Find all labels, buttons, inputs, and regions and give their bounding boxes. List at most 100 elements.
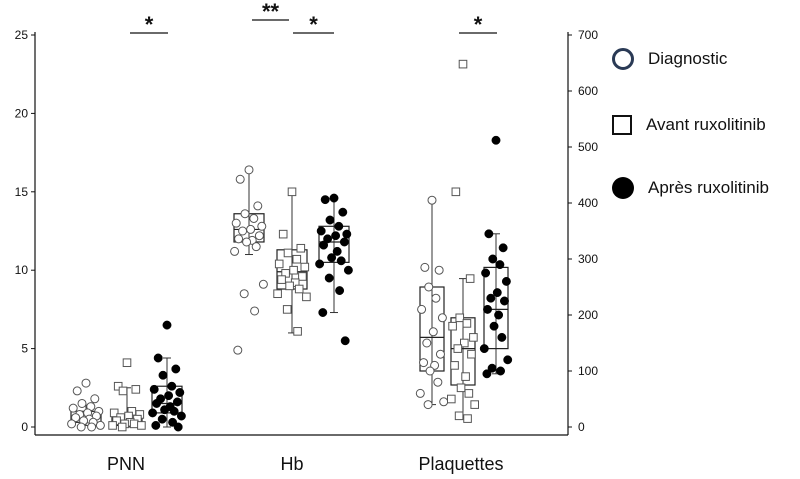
data-point xyxy=(461,372,470,381)
data-point xyxy=(285,281,294,291)
right-tick-label: 300 xyxy=(578,252,598,266)
data-point xyxy=(463,414,472,423)
data-point xyxy=(425,366,435,376)
left-tick-label: 25 xyxy=(15,28,29,42)
data-point xyxy=(246,224,256,234)
data-point xyxy=(254,231,264,241)
data-point xyxy=(467,349,476,359)
data-point xyxy=(496,366,505,376)
significance-label: ** xyxy=(262,0,280,24)
legend-label: Avant ruxolitinib xyxy=(646,115,766,134)
data-point xyxy=(148,408,158,418)
data-point xyxy=(162,320,172,330)
data-point xyxy=(151,420,161,430)
data-point xyxy=(176,411,186,421)
right-tick-label: 500 xyxy=(578,140,598,154)
data-point xyxy=(448,321,457,331)
data-point xyxy=(77,398,87,408)
data-point xyxy=(152,399,162,408)
data-point xyxy=(242,237,252,247)
data-point xyxy=(292,254,302,264)
significance-label: * xyxy=(309,12,318,37)
data-point xyxy=(160,405,170,415)
significance-label: * xyxy=(145,12,154,37)
data-point xyxy=(503,355,513,365)
data-point xyxy=(487,363,497,373)
data-point xyxy=(67,419,77,429)
left-tick-label: 0 xyxy=(21,420,28,434)
left-tick-label: 15 xyxy=(15,185,29,199)
category-label: Hb xyxy=(280,454,303,474)
data-point xyxy=(287,187,297,197)
data-point xyxy=(283,248,293,258)
legend-label: Diagnostic xyxy=(648,49,728,68)
legend-label: Après ruxolitinib xyxy=(648,178,769,197)
data-point xyxy=(338,207,348,217)
data-point xyxy=(469,333,478,342)
data-point xyxy=(423,400,433,410)
data-point xyxy=(343,265,353,275)
data-point xyxy=(492,288,502,298)
data-point xyxy=(464,389,474,398)
significance-label: * xyxy=(474,12,483,37)
data-point xyxy=(289,265,298,275)
data-point xyxy=(318,308,328,317)
data-point xyxy=(240,209,250,219)
box-iqr xyxy=(318,225,350,263)
open-square-marker-icon xyxy=(612,115,632,135)
data-point xyxy=(460,338,469,348)
data-point xyxy=(434,265,444,275)
data-point xyxy=(72,386,82,396)
data-point xyxy=(153,353,163,363)
data-point xyxy=(117,422,127,432)
data-point xyxy=(296,243,306,253)
data-point xyxy=(491,135,501,145)
data-point xyxy=(233,345,243,355)
data-point xyxy=(335,286,345,296)
data-point xyxy=(249,213,259,223)
data-point xyxy=(175,388,185,397)
right-tick-label: 700 xyxy=(578,28,598,42)
data-point xyxy=(419,358,429,368)
data-point xyxy=(340,336,350,346)
data-point xyxy=(108,421,117,430)
data-point xyxy=(244,165,254,175)
data-point xyxy=(118,386,128,396)
data-point xyxy=(68,403,78,413)
data-point xyxy=(324,273,334,283)
data-point xyxy=(230,246,240,256)
right-tick-label: 0 xyxy=(578,420,585,434)
data-point xyxy=(456,383,466,393)
data-point xyxy=(433,377,443,387)
data-point xyxy=(238,226,248,236)
data-point xyxy=(450,361,459,370)
data-point xyxy=(486,293,496,303)
data-point xyxy=(294,284,304,294)
data-point xyxy=(470,400,479,409)
data-point xyxy=(315,259,325,269)
data-point xyxy=(482,369,492,379)
data-point xyxy=(137,421,146,430)
data-point xyxy=(334,221,344,231)
data-point xyxy=(131,385,141,394)
filled-circle-marker-icon xyxy=(612,177,634,199)
data-point xyxy=(455,313,465,323)
data-point xyxy=(332,246,342,256)
data-point xyxy=(424,282,434,292)
data-point xyxy=(293,327,302,336)
data-point xyxy=(158,370,168,380)
data-point xyxy=(417,304,427,314)
data-point xyxy=(171,364,181,374)
data-point xyxy=(484,229,494,239)
data-point xyxy=(87,422,97,432)
data-point xyxy=(122,358,132,368)
data-point xyxy=(331,231,341,241)
data-point xyxy=(458,59,468,69)
data-point xyxy=(415,388,425,398)
data-point xyxy=(251,242,261,252)
right-tick-label: 200 xyxy=(578,308,598,322)
data-point xyxy=(420,262,430,272)
left-tick-label: 10 xyxy=(15,263,29,277)
category-label: PNN xyxy=(107,454,145,474)
data-point xyxy=(488,254,498,264)
